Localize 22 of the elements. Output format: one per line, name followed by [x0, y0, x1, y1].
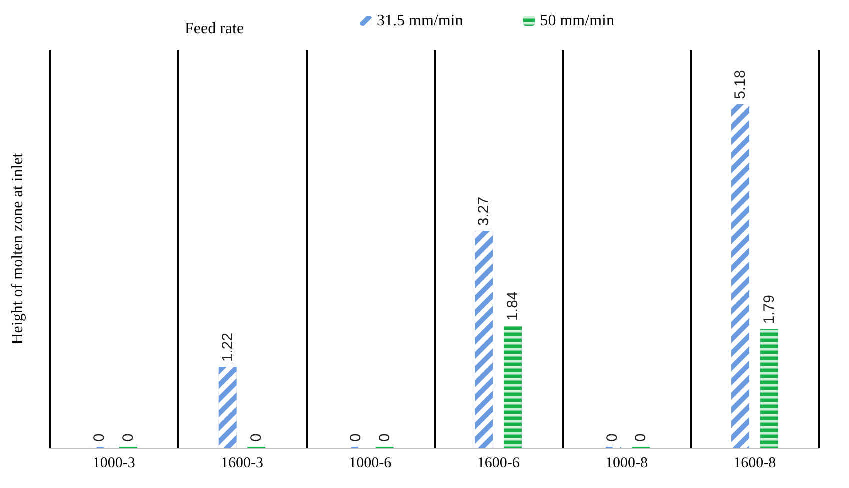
- x-tick-label: 1000-8: [606, 456, 648, 472]
- x-tick-label: 1000-6: [349, 456, 392, 472]
- data-label: 1.79: [760, 295, 778, 324]
- data-label: 3.27: [476, 196, 493, 226]
- data-label: 0: [632, 434, 650, 442]
- x-tick-label: 1600-8: [734, 456, 776, 472]
- data-label: 0: [91, 434, 108, 442]
- data-label: 1.84: [504, 292, 522, 321]
- data-label: 0: [248, 434, 266, 442]
- x-tick-label: 1000-3: [92, 456, 136, 472]
- x-tick-label: 1600-6: [477, 456, 520, 472]
- data-label: 1.22: [219, 332, 236, 362]
- data-label: 0: [376, 434, 394, 442]
- legend-label: 50 mm/min: [540, 12, 614, 30]
- x-tick-label: 1600-3: [221, 456, 264, 472]
- data-label: 0: [120, 434, 137, 442]
- data-label: 0: [604, 434, 621, 442]
- data-label: 0: [348, 434, 365, 442]
- legend-label: 31.5 mm/min: [377, 12, 464, 30]
- y-axis-title: Height of molten zone at inlet: [10, 152, 26, 345]
- data-label: 5.18: [732, 70, 750, 100]
- legend-title: Feed rate: [185, 20, 244, 38]
